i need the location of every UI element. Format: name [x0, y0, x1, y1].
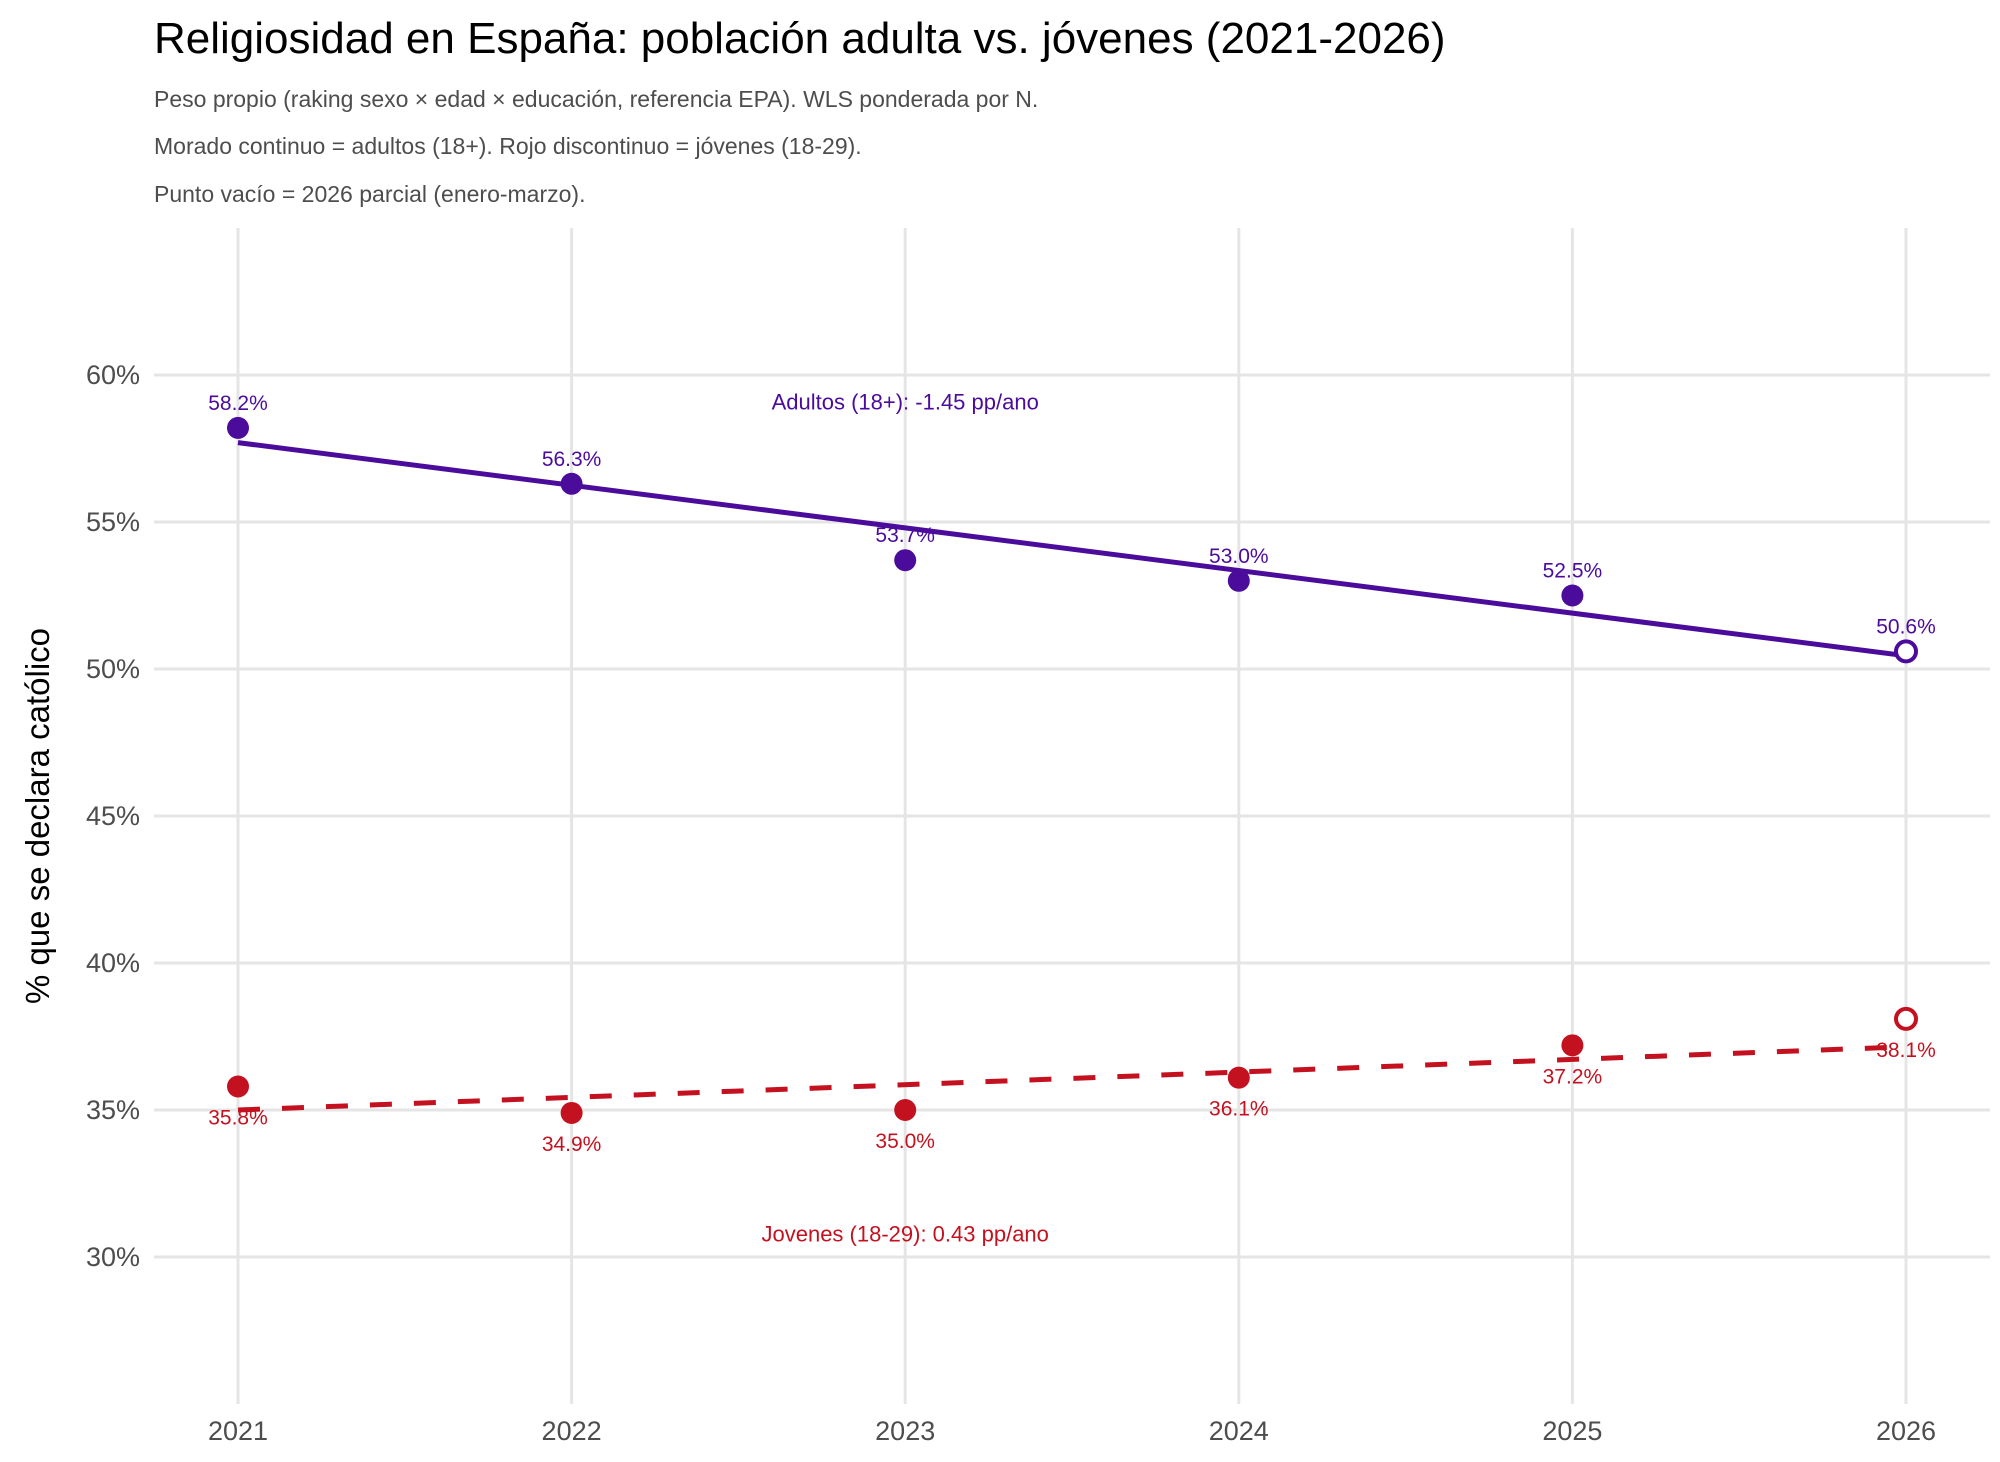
chart-subtitle-3: Punto vacío = 2026 parcial (enero-marzo)… — [154, 181, 586, 207]
y-tick-label: 35% — [86, 1095, 140, 1125]
data-point-jovenes — [560, 1101, 583, 1124]
data-label-adultos: 56.3% — [542, 448, 602, 471]
data-point-adultos — [894, 549, 917, 572]
data-point-jovenes — [894, 1099, 917, 1121]
data-label-adultos: 53.0% — [1209, 545, 1269, 568]
annotation-jovenes: Jovenes (18-29): 0.43 pp/ano — [761, 1221, 1048, 1246]
data-label-adultos: 50.6% — [1876, 615, 1936, 638]
data-point-adultos — [560, 472, 583, 495]
y-tick-label: 60% — [86, 360, 140, 390]
chart-title: Religiosidad en España: población adulta… — [154, 14, 1446, 63]
trend-line-jovenes — [237, 1044, 1907, 1113]
data-label-jovenes: 38.1% — [1876, 1039, 1936, 1062]
chart-subtitle-1: Peso propio (raking sexo × edad × educac… — [154, 86, 1039, 112]
x-tick-label: 2024 — [1209, 1416, 1269, 1446]
y-tick-label: 40% — [86, 948, 140, 978]
data-point-adultos — [1894, 639, 1918, 664]
y-tick-label: 45% — [86, 801, 140, 831]
x-tick-label: 2022 — [542, 1416, 602, 1446]
data-label-adultos: 58.2% — [208, 392, 268, 415]
data-label-jovenes: 35.0% — [875, 1130, 935, 1153]
x-tick-label: 2021 — [208, 1416, 268, 1446]
data-label-jovenes: 37.2% — [1543, 1065, 1603, 1088]
y-tick-label: 55% — [86, 507, 140, 537]
data-point-jovenes — [1227, 1066, 1250, 1089]
chart-subtitle-2: Morado continuo = adultos (18+). Rojo di… — [154, 133, 862, 159]
data-point-adultos — [227, 416, 249, 439]
data-label-jovenes: 34.9% — [542, 1133, 602, 1156]
data-point-adultos — [1227, 569, 1250, 592]
data-point-adultos — [1561, 584, 1584, 607]
data-point-jovenes — [1561, 1034, 1584, 1057]
data-point-jovenes — [227, 1075, 249, 1098]
y-tick-label: 30% — [86, 1242, 140, 1272]
x-tick-label: 2023 — [875, 1416, 935, 1446]
y-tick-label: 50% — [86, 654, 140, 684]
data-label-jovenes: 35.8% — [208, 1106, 268, 1129]
data-label-adultos: 53.7% — [875, 524, 935, 547]
data-point-jovenes — [1894, 1006, 1918, 1031]
trend-line-adultos — [237, 440, 1907, 659]
x-tick-label: 2026 — [1876, 1416, 1936, 1446]
annotation-adultos: Adultos (18+): -1.45 pp/ano — [772, 389, 1039, 414]
data-label-jovenes: 36.1% — [1209, 1098, 1269, 1121]
x-tick-label: 2025 — [1542, 1416, 1602, 1446]
data-label-adultos: 52.5% — [1543, 560, 1603, 583]
